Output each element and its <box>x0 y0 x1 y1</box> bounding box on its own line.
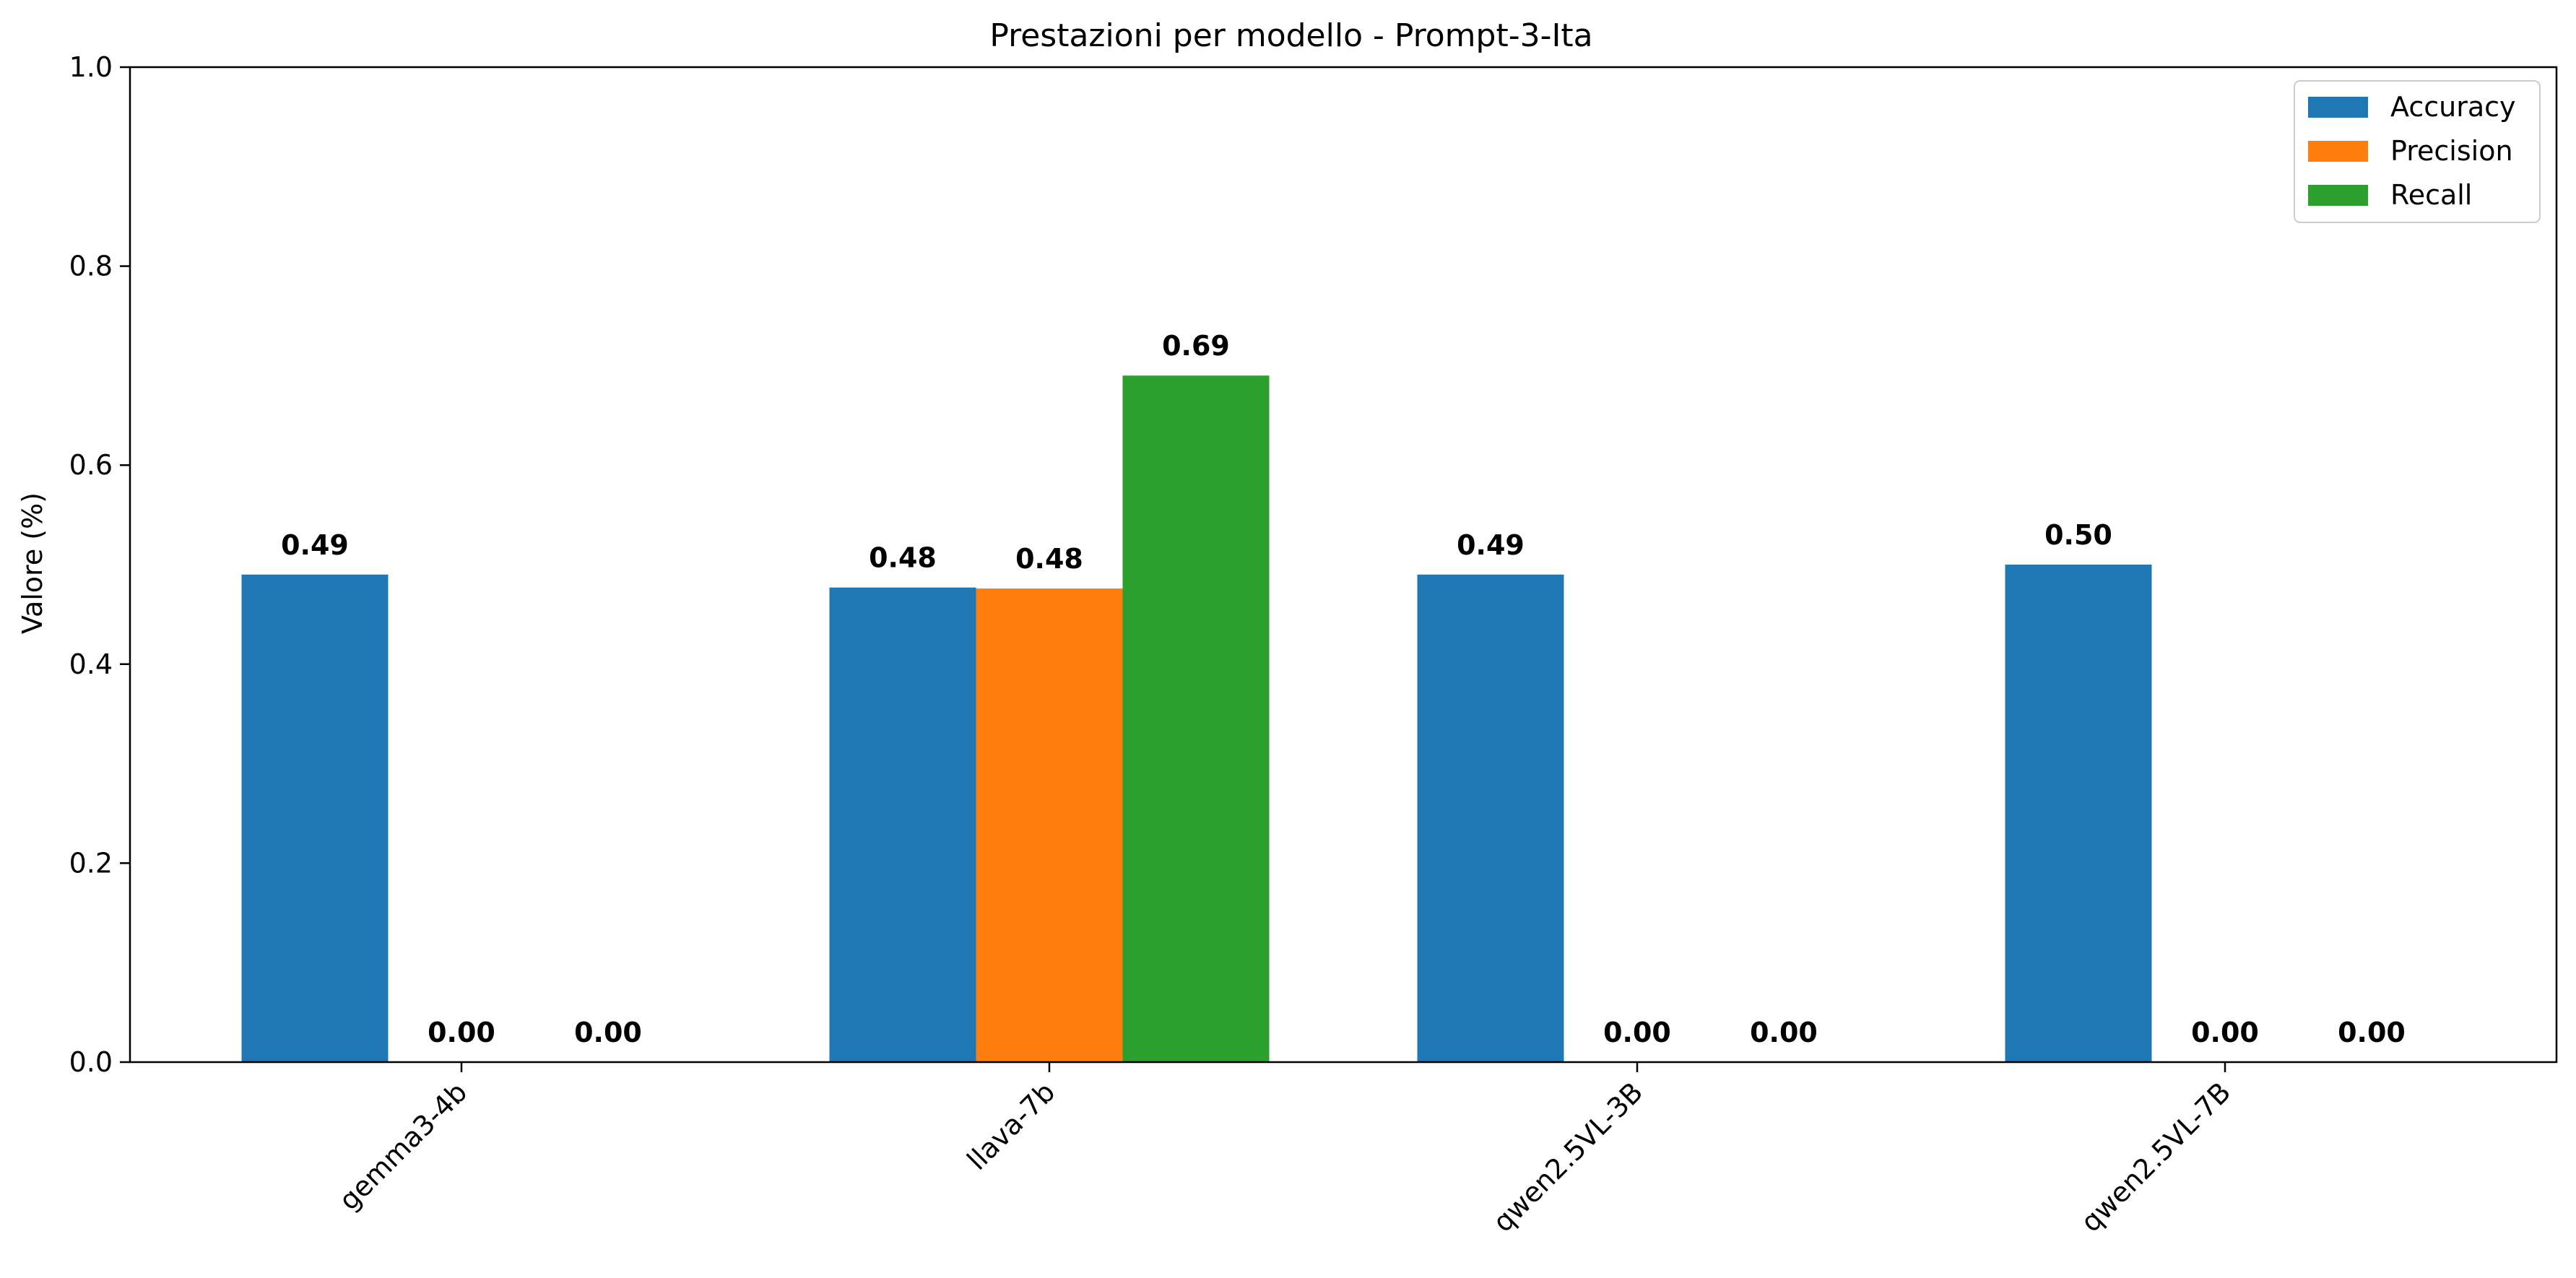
bar-value-label: 0.48 <box>869 542 937 574</box>
legend-label-accuracy: Accuracy <box>2390 91 2516 123</box>
x-tick-label: llava-7b <box>961 1076 1062 1176</box>
bar-value-label: 0.00 <box>1750 1017 1818 1048</box>
bar-accuracy <box>829 587 976 1062</box>
y-tick-label: 0.4 <box>69 648 113 680</box>
x-tick-label: qwen2.5VL-7B <box>2075 1076 2237 1238</box>
bar-precision <box>976 588 1123 1062</box>
plot-frame <box>129 66 2558 1064</box>
bar-accuracy <box>1417 574 1564 1062</box>
bar-value-label: 0.49 <box>281 529 349 561</box>
plot-area: 0.0 0.2 0.4 0.6 0.8 1.0 gemma3-4b 0.49 0.00 0.00 l… <box>69 51 2406 1238</box>
chart-title: Prestazioni per modello - Prompt-3-Ita <box>989 17 1592 54</box>
x-tick-label: gemma3-4b <box>333 1076 473 1216</box>
legend: Accuracy Precision Recall <box>2294 80 2541 223</box>
bar-value-label: 0.00 <box>2338 1017 2406 1048</box>
legend-label-recall: Recall <box>2390 179 2472 211</box>
y-tick-label: 0.2 <box>69 847 113 879</box>
legend-swatch-precision <box>2308 141 2368 162</box>
bar-value-label: 0.00 <box>2191 1017 2259 1048</box>
legend-swatch-recall <box>2308 185 2368 206</box>
bar-value-label: 0.50 <box>2044 519 2112 551</box>
bar-accuracy <box>241 574 389 1062</box>
bar-value-label: 0.00 <box>1603 1017 1671 1048</box>
bar-accuracy <box>2005 565 2152 1062</box>
y-tick-label: 0.0 <box>69 1046 113 1078</box>
x-tick-label: qwen2.5VL-3B <box>1487 1076 1649 1238</box>
y-tick-label: 0.6 <box>69 449 113 481</box>
bar-value-label: 0.48 <box>1015 543 1083 575</box>
bar-value-label: 0.00 <box>574 1017 642 1048</box>
bar-value-label: 0.49 <box>1457 529 1525 561</box>
bar-value-label: 0.00 <box>428 1017 495 1048</box>
legend-label-precision: Precision <box>2390 135 2513 167</box>
bar-recall <box>1122 375 1270 1062</box>
y-axis-label: Valore (%) <box>17 492 48 634</box>
bar-value-label: 0.69 <box>1162 330 1230 362</box>
y-tick-label: 0.8 <box>69 251 113 282</box>
y-tick-label: 1.0 <box>69 51 113 83</box>
legend-swatch-accuracy <box>2308 97 2368 118</box>
